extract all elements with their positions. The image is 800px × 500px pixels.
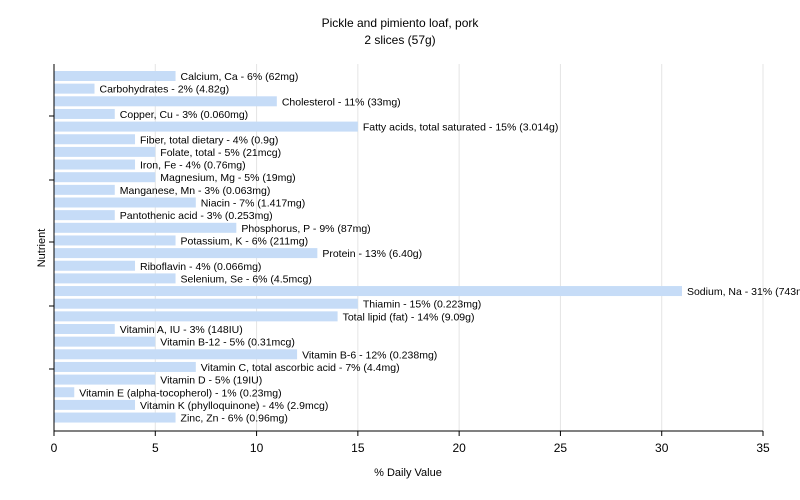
bar [54,184,115,195]
bar-data-label: Fiber, total dietary - 4% (0.9g) [140,134,278,146]
chart-title: Pickle and pimiento loaf, pork [322,16,480,30]
bars [54,71,682,423]
x-tick-label: 0 [51,441,58,455]
bar-data-label: Zinc, Zn - 6% (0.96mg) [181,413,288,425]
bar-data-label: Vitamin D - 5% (19IU) [160,375,262,387]
bar [54,260,136,271]
bar [54,324,115,334]
bar-data-label: Manganese, Mn - 3% (0.063mg) [120,185,271,197]
bar-data-label: Pantothenic acid - 3% (0.253mg) [120,210,273,222]
bar [54,210,115,221]
bar-data-label: Vitamin E (alpha-tocopherol) - 1% (0.23m… [79,387,281,399]
bar [54,134,136,145]
bar [54,96,277,107]
bar [54,349,298,360]
bar-data-label: Riboflavin - 4% (0.066mg) [140,261,261,273]
bar-data-label: Niacin - 7% (1.417mg) [201,198,305,210]
x-axis-label: % Daily Value [374,467,442,479]
bar [54,146,156,157]
bar [54,159,136,170]
x-tick-label: 25 [554,441,568,455]
bar [54,399,136,410]
bar-data-label: Selenium, Se - 6% (4.5mcg) [181,273,312,285]
bar-data-label: Cholesterol - 11% (33mg) [282,96,401,108]
x-tick-label: 15 [351,441,365,455]
x-tick-label: 30 [655,441,669,455]
bar-data-label: Fatty acids, total saturated - 15% (3.01… [363,122,559,134]
bar [54,298,358,309]
bar-data-label: Copper, Cu - 3% (0.060mg) [120,109,248,121]
bar-data-label: Thiamin - 15% (0.223mg) [363,299,481,311]
bar-data-label: Vitamin B-6 - 12% (0.238mg) [302,349,437,361]
bar-data-label: Potassium, K - 6% (211mg) [181,235,309,247]
bar [54,311,338,322]
bar [54,374,156,385]
bar [54,248,318,259]
bar-data-label: Calcium, Ca - 6% (62mg) [181,71,299,83]
bar [54,361,196,372]
x-axis-ticks: 0 5 10 15 20 25 30 35 [51,431,770,455]
bar-data-label: Sodium, Na - 31% (743mg) [687,286,800,298]
bar-data-label: Phosphorus, P - 9% (87mg) [241,223,370,235]
bar-data-label: Total lipid (fat) - 14% (9.09g) [343,311,475,323]
bar [54,197,196,208]
bar [54,172,156,183]
bar-data-label: Iron, Fe - 4% (0.76mg) [140,160,246,172]
bar [54,71,176,81]
bar-data-label: Vitamin B-12 - 5% (0.31mcg) [160,337,295,349]
bar [54,286,682,297]
x-tick-label: 20 [452,441,466,455]
bar [54,412,176,423]
bar-labels: Calcium, Ca - 6% (62mg)Carbohydrates - 2… [79,71,800,425]
chart-subtitle: 2 slices (57g) [364,33,435,47]
bar-data-label: Vitamin A, IU - 3% (148IU) [120,324,243,336]
bar-data-label: Magnesium, Mg - 5% (19mg) [160,172,295,184]
bar [54,222,237,233]
axes [49,64,763,432]
bar [54,387,75,398]
bar-data-label: Vitamin C, total ascorbic acid - 7% (4.4… [201,362,400,374]
bar [54,273,176,284]
bar-data-label: Folate, total - 5% (21mcg) [160,147,281,159]
bar [54,108,115,119]
bar [54,121,358,132]
bar [54,83,95,94]
bar-data-label: Vitamin K (phylloquinone) - 4% (2.9mcg) [140,400,328,412]
x-tick-label: 5 [152,441,159,455]
y-axis-label: Nutrient [36,229,48,268]
x-tick-label: 10 [250,441,264,455]
bar [54,235,176,246]
bar-data-label: Protein - 13% (6.40g) [322,248,422,260]
x-tick-label: 35 [756,441,770,455]
bar [54,336,156,347]
bar-data-label: Carbohydrates - 2% (4.82g) [100,84,230,96]
